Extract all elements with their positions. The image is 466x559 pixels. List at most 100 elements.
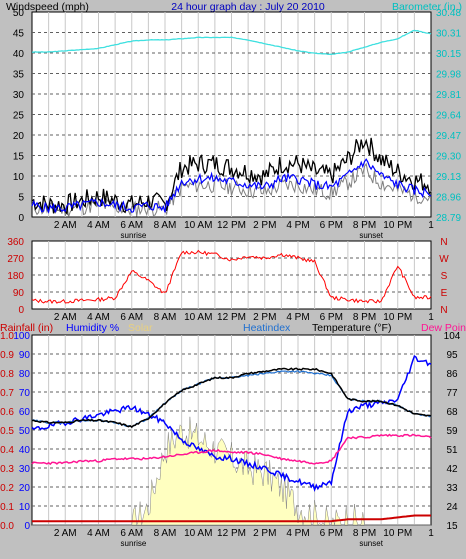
x-tick-label: 8 PM — [353, 528, 376, 539]
x-tick-label: 10 PM — [383, 220, 412, 231]
temperature-tick-label: 24 — [446, 502, 458, 513]
dewpoint-label: Dew Point — [421, 322, 466, 334]
x-tick-label: 1 — [428, 528, 434, 539]
x-tick-label: 6 PM — [320, 220, 343, 231]
x-tick-label: 2 AM — [54, 312, 77, 323]
x-tick-label: 6 PM — [320, 528, 343, 539]
wind-direction-line — [31, 249, 432, 304]
barometer-tick-label: 29.81 — [436, 90, 461, 101]
x-tick-label: 10 PM — [383, 312, 412, 323]
rain-tick-label: 0.2 — [0, 483, 14, 494]
sunset-label: sunset — [359, 539, 383, 548]
humidity-tick-label: 40 — [19, 445, 31, 456]
rainfall-label: Rainfall (in) — [0, 322, 53, 334]
tick-labels: 5045403530252015105030.4830.3130.1529.98… — [0, 8, 461, 548]
x-tick-label: 4 AM — [87, 220, 110, 231]
x-tick-label: 10 PM — [383, 528, 412, 539]
x-tick-label: 1 — [428, 312, 434, 323]
rain-tick-label: 0.8 — [0, 369, 14, 380]
wind-tick-label: 40 — [13, 49, 25, 60]
x-tick-label: 4 PM — [286, 312, 309, 323]
compass-tick-label: N — [440, 237, 447, 248]
heatindex-label: Heatindex — [243, 322, 291, 334]
wind-tick-label: 20 — [13, 131, 25, 142]
sunset-label: sunset — [359, 231, 383, 240]
windspeed-line — [31, 137, 432, 216]
wind-tick-label: 25 — [13, 111, 25, 122]
x-tick-label: 8 AM — [154, 220, 177, 231]
temperature-tick-label: 86 — [446, 369, 458, 380]
wind-average-line — [31, 158, 432, 214]
barometer-tick-label: 28.79 — [436, 213, 461, 224]
wind-tick-label: 35 — [13, 70, 25, 81]
x-tick-label: 4 PM — [286, 528, 309, 539]
x-tick-label: 6 PM — [320, 312, 343, 323]
humidity-tick-label: 80 — [19, 369, 31, 380]
rain-tick-label: 1.0 — [0, 331, 14, 342]
humidity-tick-label: 90 — [19, 350, 31, 361]
x-tick-label: 2 PM — [253, 312, 276, 323]
barometer-tick-label: 29.64 — [436, 111, 461, 122]
humidity-tick-label: 50 — [19, 426, 31, 437]
barometer-tick-label: 30.15 — [436, 49, 461, 60]
compass-tick-label: S — [441, 271, 448, 282]
barometer-tick-label: 29.98 — [436, 70, 461, 81]
compass-tick-label: E — [441, 288, 448, 299]
x-tick-label: 8 AM — [154, 312, 177, 323]
x-tick-label: 12 PM — [217, 220, 246, 231]
temperature-tick-label: 95 — [446, 350, 458, 361]
humidity-label: Humidity % — [66, 322, 119, 334]
wind-axis-title: Windspeed (mph) — [6, 1, 89, 13]
x-tick-label: 10 AM — [184, 220, 212, 231]
x-tick-label: 12 PM — [217, 528, 246, 539]
barometer-line — [31, 29, 432, 56]
temperature-tick-label: 51 — [446, 445, 458, 456]
x-tick-label: 12 PM — [217, 312, 246, 323]
wind-tick-label: 10 — [13, 172, 25, 183]
humidity-tick-label: 70 — [19, 388, 31, 399]
barometer-axis-title: Barometer (in.) — [392, 1, 462, 13]
humidity-tick-label: 100 — [13, 331, 30, 342]
direction-tick-label: 0 — [18, 305, 24, 316]
barometer-tick-label: 30.48 — [436, 8, 461, 19]
rain-tick-label: 0.1 — [0, 502, 14, 513]
rain-tick-label: 0.4 — [0, 445, 14, 456]
wind-tick-label: 50 — [13, 8, 25, 19]
grid-lines — [32, 12, 431, 525]
direction-tick-label: 360 — [7, 237, 24, 248]
x-tick-label: 8 PM — [353, 312, 376, 323]
x-tick-label: 6 AM — [120, 312, 143, 323]
humidity-line — [31, 354, 432, 492]
wind-tick-label: 5 — [18, 193, 24, 204]
temperature-tick-label: 77 — [446, 388, 458, 399]
x-tick-label: 2 AM — [54, 220, 77, 231]
solar-area-fill — [32, 416, 431, 526]
wind-tick-label: 0 — [18, 213, 24, 224]
humidity-tick-label: 30 — [19, 464, 31, 475]
wind-tick-label: 45 — [13, 29, 25, 40]
x-tick-label: 10 AM — [184, 528, 212, 539]
rain-tick-label: 0.7 — [0, 388, 14, 399]
barometer-tick-label: 28.96 — [436, 193, 461, 204]
temperature-tick-label: 42 — [446, 464, 458, 475]
rain-tick-label: 0.5 — [0, 426, 14, 437]
wind-tick-label: 30 — [13, 90, 25, 101]
temperature-tick-label: 104 — [444, 331, 461, 342]
temperature-line — [31, 367, 432, 429]
dewpoint-line — [31, 433, 432, 466]
chart-title: 24 hour graph day : July 20 2010 — [171, 1, 325, 13]
rain-tick-label: 0.0 — [0, 521, 14, 532]
compass-tick-label: N — [440, 305, 447, 316]
sunrise-label: sunrise — [121, 231, 147, 240]
x-tick-label: 2 AM — [54, 528, 77, 539]
wind-tick-label: 15 — [13, 152, 25, 163]
barometer-tick-label: 30.31 — [436, 29, 461, 40]
series-lines — [31, 29, 432, 523]
humidity-tick-label: 20 — [19, 483, 31, 494]
temperature-tick-label: 59 — [446, 426, 458, 437]
wind-gray-line — [31, 162, 432, 217]
x-tick-label: 2 PM — [253, 220, 276, 231]
x-tick-label: 1 — [428, 220, 434, 231]
